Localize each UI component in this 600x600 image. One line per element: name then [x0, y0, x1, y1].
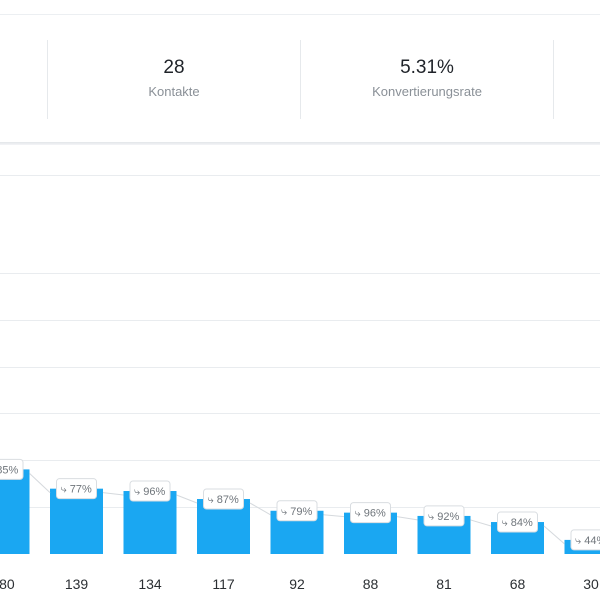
- rate-label: ⤷ 92%: [428, 511, 459, 523]
- rate-label: ⤷ 77%: [61, 484, 92, 496]
- step-connector: [323, 514, 345, 518]
- x-tick-label: 139: [65, 576, 89, 592]
- bar: [50, 488, 103, 554]
- stat-divider: [47, 40, 48, 119]
- rate-label: ⤷ 96%: [355, 508, 386, 520]
- rate-label: ⤷ 85%: [0, 464, 18, 476]
- rate-badge: [56, 478, 97, 500]
- rate-label: ⤷ 87%: [208, 494, 239, 506]
- step-connector: [543, 525, 565, 545]
- x-tick-label: 30: [583, 576, 599, 592]
- stats-bar: 28 Kontakte 5.31% Konvertierungsrate: [0, 15, 600, 143]
- x-tick-label: 81: [436, 576, 452, 592]
- step-connector: [470, 519, 492, 527]
- stat-contacts-value: 28: [163, 57, 185, 78]
- rate-badge: [129, 480, 171, 502]
- rate-badge: [276, 500, 318, 522]
- grid-line: [0, 320, 600, 321]
- rate-badge: [203, 488, 244, 510]
- stat-divider: [300, 40, 301, 119]
- rate-label: ⤷ 79%: [281, 506, 312, 518]
- grid-line: [0, 460, 600, 461]
- step-connector: [249, 502, 271, 516]
- rate-badge: [570, 529, 600, 551]
- stat-contacts-label: Kontakte: [148, 84, 200, 99]
- x-tick-label: 68: [510, 576, 526, 592]
- x-tick-label: 134: [138, 576, 162, 592]
- x-tick-label: 92: [289, 576, 305, 592]
- step-connector: [102, 492, 124, 496]
- step-connector: [29, 473, 51, 494]
- rate-label: ⤷ 84%: [502, 517, 533, 529]
- x-tick-label: 180: [0, 576, 15, 592]
- grid-line: [0, 175, 600, 176]
- rate-badge: [0, 458, 24, 480]
- bar: [0, 469, 30, 554]
- rate-label: ⤷ 96%: [134, 486, 165, 498]
- stat-contacts: 28 Kontakte: [49, 55, 299, 99]
- stats-bottom-border: [0, 142, 600, 145]
- stat-conversion-value: 5.31%: [400, 57, 454, 78]
- stat-conversion: 5.31% Konvertierungsrate: [302, 55, 552, 99]
- x-tick-label: 88: [363, 576, 379, 592]
- stat-divider: [553, 40, 554, 119]
- grid-line: [0, 413, 600, 414]
- step-connector: [396, 516, 418, 521]
- rate-badge: [497, 511, 538, 533]
- rate-label: ⤷ 44%: [575, 535, 600, 547]
- top-divider: [0, 14, 600, 15]
- grid-line: [0, 367, 600, 368]
- rate-badge: [423, 505, 465, 527]
- step-connector: [176, 494, 198, 504]
- grid-line: [0, 273, 600, 274]
- x-tick-label: 117: [212, 576, 235, 592]
- rate-badge: [350, 502, 391, 524]
- stat-conversion-label: Konvertierungsrate: [372, 84, 482, 99]
